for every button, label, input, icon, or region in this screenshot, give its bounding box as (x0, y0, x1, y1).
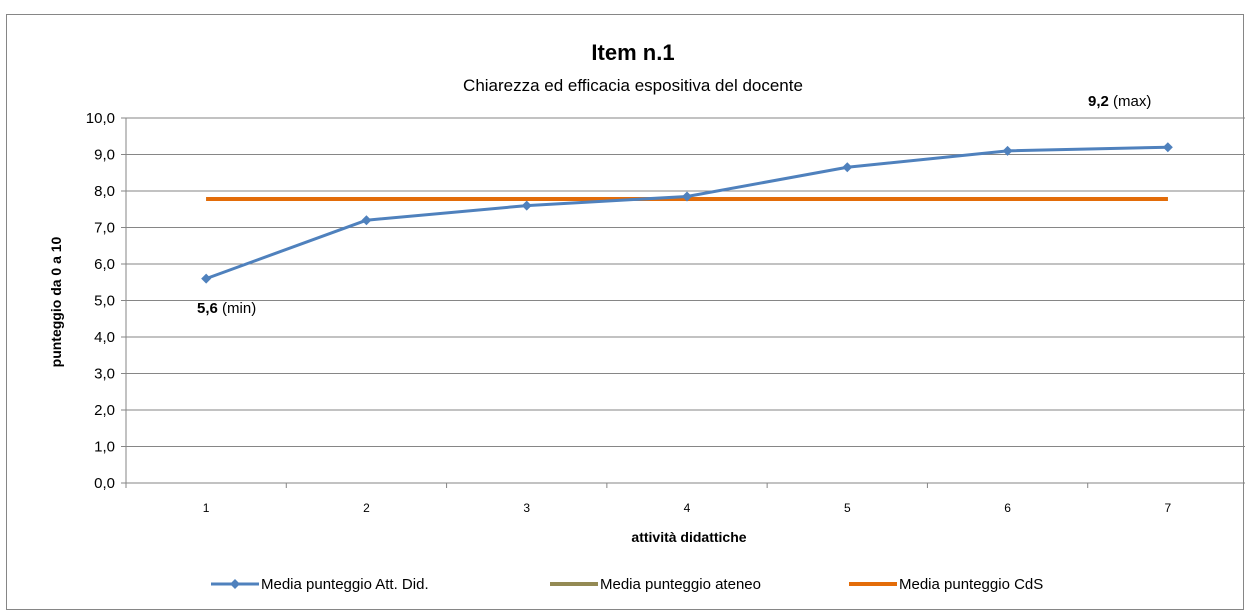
legend-marker (230, 579, 240, 589)
max-annotation-value: 9,2 (1088, 93, 1109, 110)
gridlines (121, 117, 1245, 484)
y-tick-labels: 0,0 1,0 2,0 3,0 4,0 5,0 6,0 7,0 8,0 9,0 10,0 (86, 110, 115, 492)
y-tick-label: 4,0 (94, 329, 115, 346)
data-point (361, 215, 372, 226)
y-tick-label: 1,0 (94, 439, 115, 456)
min-annotation-suffix: (min) (218, 300, 256, 317)
y-tick-label: 6,0 (94, 256, 115, 273)
x-tick-label: 3 (523, 501, 530, 515)
max-annotation-suffix: (max) (1109, 93, 1152, 110)
legend-label-3: Media punteggio CdS (899, 576, 1043, 593)
y-axis-label: punteggio da 0 a 10 (48, 236, 64, 367)
y-tick-label: 0,0 (94, 475, 115, 492)
min-annotation-value: 5,6 (197, 300, 218, 317)
data-point (521, 200, 532, 211)
legend-label-2: Media punteggio ateneo (600, 576, 761, 593)
x-axis-label: attività didattiche (631, 529, 746, 545)
y-tick-label: 5,0 (94, 293, 115, 310)
data-point (201, 273, 212, 284)
legend-label-1: Media punteggio Att. Did. (261, 576, 429, 593)
x-tick-labels: 1 2 3 4 5 6 7 (203, 501, 1172, 515)
y-tick-label: 9,0 (94, 147, 115, 164)
x-tick-label: 5 (844, 501, 851, 515)
chart-title: Item n.1 (591, 40, 674, 65)
chart-subtitle: Chiarezza ed efficacia espositiva del do… (463, 76, 803, 95)
y-tick-label: 3,0 (94, 366, 115, 383)
max-annotation: 9,2 (max) (1088, 93, 1151, 110)
axes (125, 118, 1245, 488)
x-tick-label: 7 (1165, 501, 1172, 515)
data-point (842, 162, 853, 173)
data-point (682, 191, 692, 202)
data-point (1002, 145, 1013, 156)
y-tick-label: 2,0 (94, 402, 115, 419)
min-annotation: 5,6 (min) (197, 300, 256, 317)
y-tick-label: 10,0 (86, 110, 115, 127)
legend: Media punteggio Att. Did. Media punteggio… (211, 576, 1043, 593)
chart-frame: Item n.1 Chiarezza ed efficacia espositi… (6, 14, 1245, 610)
y-tick-label: 8,0 (94, 183, 115, 200)
series-line-1 (205, 145, 1168, 281)
x-tick-label: 4 (684, 501, 691, 515)
series-layer (201, 142, 1173, 284)
chart-svg: Item n.1 Chiarezza ed efficacia espositi… (48, 40, 1245, 593)
x-tick-label: 2 (363, 501, 370, 515)
data-point (1162, 142, 1173, 153)
x-tick-label: 1 (203, 501, 210, 515)
x-tick-label: 6 (1004, 501, 1011, 515)
y-tick-label: 7,0 (94, 220, 115, 237)
